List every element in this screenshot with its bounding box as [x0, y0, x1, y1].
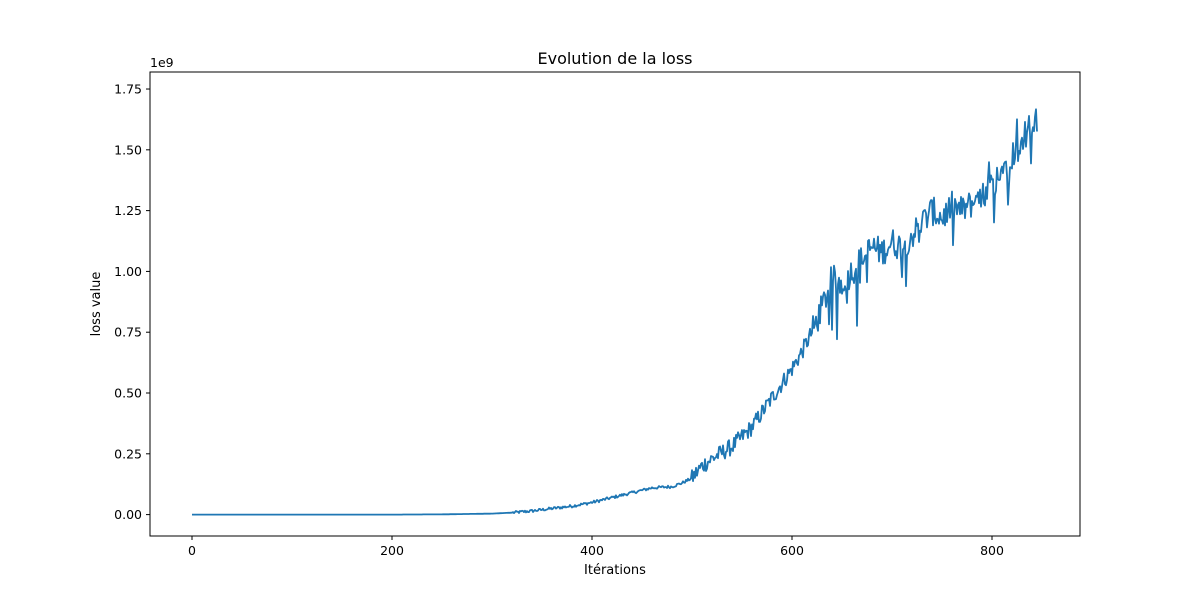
x-tick-label: 400 — [580, 543, 604, 558]
x-tick-label: 0 — [188, 543, 196, 558]
y-offset-label: 1e9 — [150, 55, 174, 70]
y-tick-label: 1.00 — [114, 264, 142, 279]
y-tick-label: 0.75 — [114, 325, 142, 340]
plot-area — [192, 108, 1038, 516]
y-tick-label: 1.75 — [114, 82, 142, 97]
axes-frame — [149, 71, 1081, 537]
y-axis: 0.00 0.25 0.50 0.75 1.00 1.25 1.50 1.75 — [114, 82, 150, 522]
x-tick-label: 600 — [780, 543, 804, 558]
chart-title: Evolution de la loss — [537, 49, 692, 68]
y-tick-label: 1.50 — [114, 142, 142, 157]
x-tick-label: 200 — [380, 543, 404, 558]
y-tick-label: 1.25 — [114, 203, 142, 218]
loss-series-line — [192, 108, 1038, 516]
y-axis-label: loss value — [89, 272, 104, 337]
y-tick-label: 0.25 — [114, 446, 142, 461]
x-tick-label: 800 — [980, 543, 1004, 558]
x-axis: 0 200 400 600 800 — [188, 536, 1004, 558]
y-tick-label: 0.00 — [114, 507, 142, 522]
y-tick-label: 0.50 — [114, 386, 142, 401]
x-axis-label: Itérations — [584, 563, 646, 578]
